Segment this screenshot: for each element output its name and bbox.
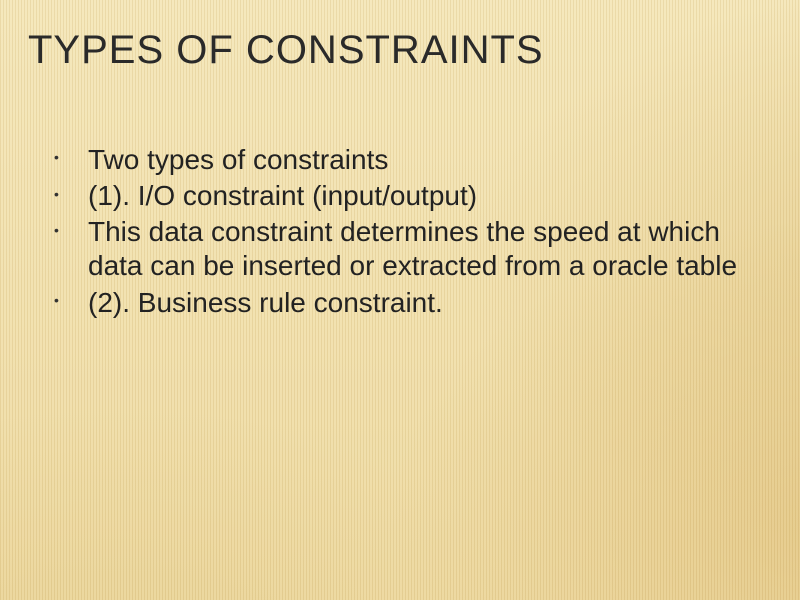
- list-item: This data constraint determines the spee…: [54, 215, 772, 283]
- list-item: Two types of constraints: [54, 143, 772, 177]
- list-item: (1). I/O constraint (input/output): [54, 179, 772, 213]
- list-item: (2). Business rule constraint.: [54, 286, 772, 320]
- slide-container: TYPES OF CONSTRAINTS Two types of constr…: [0, 0, 800, 600]
- slide-title: TYPES OF CONSTRAINTS: [28, 28, 772, 73]
- bullet-list: Two types of constraints (1). I/O constr…: [28, 143, 772, 320]
